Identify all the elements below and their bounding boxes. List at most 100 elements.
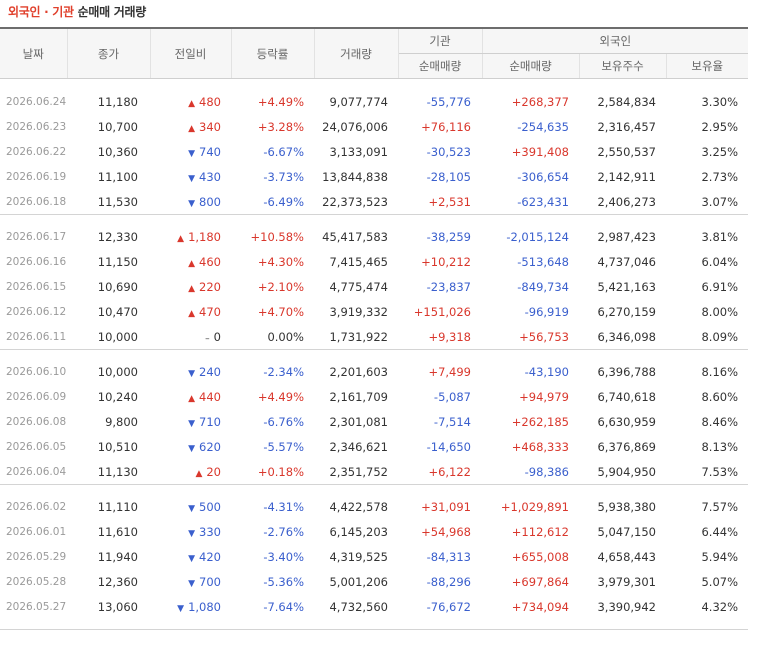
date-cell: 2026.06.05 (6, 440, 67, 453)
trading-volume-table: 날짜 종가 전일비 등락률 거래량 기관 외국인 순매매량 순매매량 보유주수 … (0, 27, 749, 630)
triangle-down-icon: ▼ (188, 553, 196, 564)
volume-cell: 6,145,203 (329, 524, 388, 539)
change-cell: ▲ 340 (150, 114, 231, 139)
volume-cell: 3,919,332 (329, 304, 388, 319)
foreign-ratio-cell: 3.25% (701, 144, 739, 159)
change-value: 440 (199, 389, 221, 404)
close-cell: 9,800 (105, 414, 138, 429)
table-body: 2026.06.24 11,180 ▲ 480 +4.49% 9,077,774 -55,7… (0, 79, 749, 630)
close-cell: 11,530 (97, 194, 138, 209)
date-cell: 2026.06.01 (6, 525, 67, 538)
spacer-row (0, 485, 748, 494)
institution-net-cell: +10,212 (421, 254, 471, 269)
volume-cell: 7,415,465 (329, 254, 388, 269)
change-value: 500 (199, 499, 221, 514)
foreign-ratio-cell: 3.81% (701, 229, 739, 244)
close-cell: 11,180 (97, 94, 138, 109)
table-row: 2026.06.02 11,110 ▼ 500 -4.31% 4,422,578 +31,0… (0, 494, 748, 519)
triangle-down-icon: ▼ (188, 443, 196, 454)
change-value: 220 (199, 279, 221, 294)
rate-cell: -4.31% (263, 499, 304, 514)
rate-cell: +4.49% (257, 94, 304, 109)
header-institution-group: 기관 (398, 28, 483, 54)
rate-cell: -7.64% (263, 599, 304, 614)
change-value: 20 (206, 464, 221, 479)
foreign-net-cell: +94,979 (519, 389, 569, 404)
foreign-ratio-cell: 8.09% (701, 329, 739, 344)
foreign-shares-cell: 6,346,098 (597, 329, 656, 344)
foreign-net-cell: +655,008 (511, 549, 569, 564)
foreign-net-cell: -849,734 (517, 279, 569, 294)
table-row: 2026.06.17 12,330 ▲ 1,180 +10.58% 45,417,583 -… (0, 224, 748, 249)
rate-cell: -6.49% (263, 194, 304, 209)
change-cell: ▲ 480 (150, 89, 231, 114)
change-cell: ▼ 800 (150, 189, 231, 215)
foreign-shares-cell: 6,740,618 (597, 389, 656, 404)
dash-icon: – (205, 333, 210, 344)
volume-cell: 2,301,081 (329, 414, 388, 429)
foreign-net-cell: -43,190 (524, 364, 569, 379)
institution-net-cell: -88,296 (426, 574, 471, 589)
foreign-shares-cell: 4,658,443 (597, 549, 656, 564)
volume-cell: 22,373,523 (322, 194, 388, 209)
foreign-ratio-cell: 3.30% (701, 94, 739, 109)
foreign-ratio-cell: 8.16% (701, 364, 739, 379)
table-row: 2026.06.16 11,150 ▲ 460 +4.30% 7,415,465 +10,2… (0, 249, 748, 274)
foreign-net-cell: -96,919 (524, 304, 569, 319)
rate-cell: +3.28% (257, 119, 304, 134)
close-cell: 10,240 (97, 389, 138, 404)
foreign-shares-cell: 6,270,159 (597, 304, 656, 319)
triangle-up-icon: ▲ (195, 468, 203, 479)
foreign-ratio-cell: 4.32% (701, 599, 739, 614)
date-cell: 2026.06.04 (6, 465, 67, 478)
rate-cell: -3.40% (263, 549, 304, 564)
table-row: 2026.06.22 10,360 ▼ 740 -6.67% 3,133,091 -30,5… (0, 139, 748, 164)
date-cell: 2026.05.27 (6, 600, 67, 613)
header-volume: 거래량 (314, 28, 399, 79)
table-header: 날짜 종가 전일비 등락률 거래량 기관 외국인 순매매량 순매매량 보유주수 … (0, 28, 749, 79)
volume-cell: 45,417,583 (322, 229, 388, 244)
triangle-down-icon: ▼ (188, 368, 196, 379)
change-value: 700 (199, 574, 221, 589)
close-cell: 11,110 (97, 499, 138, 514)
foreign-ratio-cell: 8.00% (701, 304, 739, 319)
header-foreign-shares: 보유주수 (579, 53, 667, 79)
institution-net-cell: +54,968 (421, 524, 471, 539)
foreign-shares-cell: 5,904,950 (597, 464, 656, 479)
foreign-shares-cell: 2,987,423 (597, 229, 656, 244)
close-cell: 11,130 (97, 464, 138, 479)
institution-net-cell: -76,672 (426, 599, 471, 614)
volume-cell: 1,731,922 (329, 329, 388, 344)
date-cell: 2026.06.19 (6, 170, 67, 183)
table-row: 2026.06.15 10,690 ▲ 220 +2.10% 4,775,474 -23,8… (0, 274, 748, 299)
institution-net-cell: -7,514 (433, 414, 471, 429)
close-cell: 12,360 (97, 574, 138, 589)
change-cell: ▼ 420 (150, 544, 231, 569)
spacer-row (0, 215, 748, 224)
rate-cell: +0.18% (257, 464, 304, 479)
triangle-up-icon: ▲ (188, 258, 196, 269)
rate-cell: -6.67% (263, 144, 304, 159)
foreign-ratio-cell: 5.07% (701, 574, 739, 589)
rate-cell: +4.49% (257, 389, 304, 404)
rate-cell: -5.57% (263, 439, 304, 454)
change-cell: ▲ 1,180 (150, 224, 231, 249)
header-institution-net: 순매매량 (398, 53, 483, 79)
volume-cell: 4,732,560 (329, 599, 388, 614)
spacer-row (0, 79, 748, 90)
change-cell: –0 (150, 324, 231, 350)
close-cell: 13,060 (97, 599, 138, 614)
volume-cell: 3,133,091 (329, 144, 388, 159)
institution-net-cell: +31,091 (421, 499, 471, 514)
close-cell: 11,100 (97, 169, 138, 184)
close-cell: 10,360 (97, 144, 138, 159)
date-cell: 2026.06.10 (6, 365, 67, 378)
foreign-net-cell: +734,094 (511, 599, 569, 614)
table-row: 2026.06.08 9,800 ▼ 710 -6.76% 2,301,081 -7,514… (0, 409, 748, 434)
volume-cell: 4,775,474 (329, 279, 388, 294)
rate-cell: -2.34% (263, 364, 304, 379)
header-foreign-group: 외국인 (482, 28, 749, 54)
change-cell: ▲ 220 (150, 274, 231, 299)
date-cell: 2026.05.28 (6, 575, 67, 588)
date-cell: 2026.06.09 (6, 390, 67, 403)
